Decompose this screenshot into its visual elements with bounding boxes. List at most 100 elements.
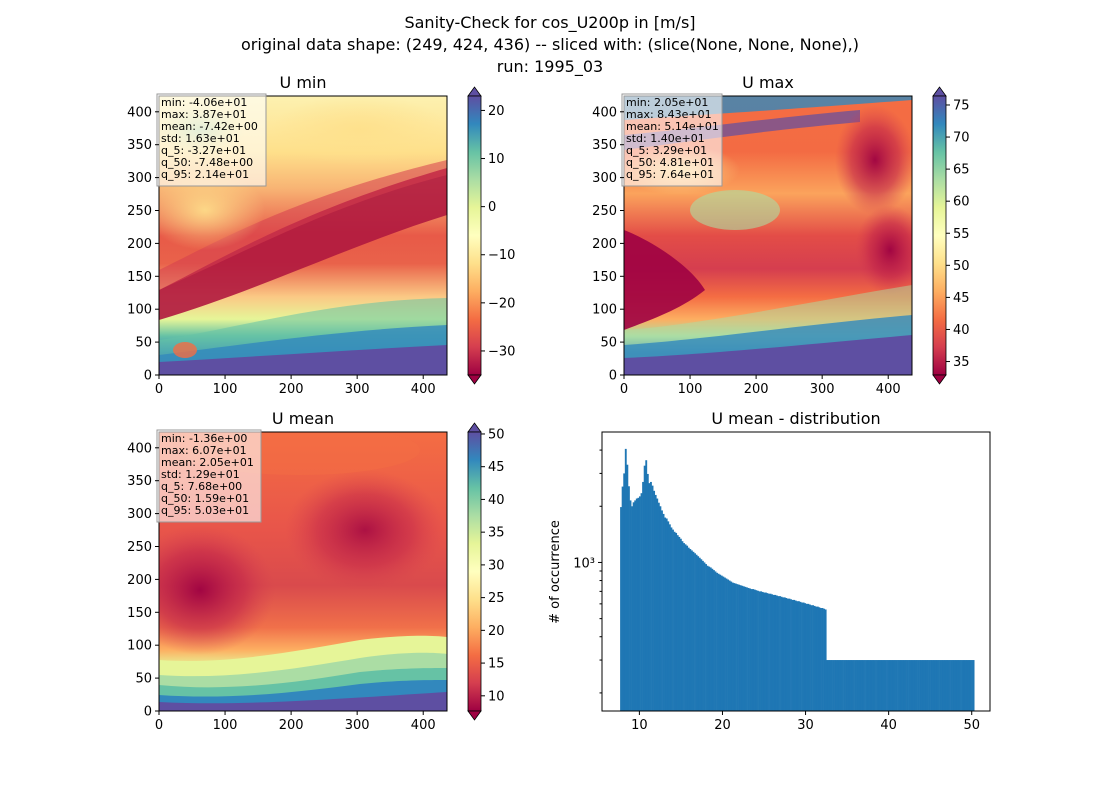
histogram-bar (812, 605, 814, 711)
histogram-bar (849, 660, 852, 711)
histogram-bar (890, 660, 893, 711)
histogram-bar (738, 584, 741, 711)
histogram-bar (779, 596, 781, 711)
histogram-bar (879, 660, 882, 711)
y-tick-label: 300 (127, 171, 152, 186)
histogram-bar (774, 594, 777, 711)
histogram-bar (654, 494, 657, 711)
histogram-bar (626, 464, 629, 711)
histogram-bar (664, 517, 667, 711)
histogram-bar (757, 590, 759, 711)
histogram-bar (750, 589, 753, 711)
axes-frame (623, 95, 913, 376)
histogram-bar (681, 541, 684, 711)
y-tick-label: 250 (127, 204, 152, 219)
axis-ticks: 0 100 200 300 400 0 50 100 150 200 250 300 350 400 (127, 105, 435, 397)
figure-title-line: run: 1995_03 (497, 57, 603, 77)
y-tick-label: 250 (592, 204, 617, 219)
colorbar-extend-bottom (467, 374, 482, 385)
y-tick-label: 300 (127, 507, 152, 522)
histogram-bar (670, 527, 673, 711)
colorbar-tick-label: 65 (953, 163, 970, 178)
y-tick-label: 0 (609, 369, 617, 384)
histogram-bar (791, 599, 794, 711)
histogram-bar (686, 545, 689, 711)
histogram-bar (760, 591, 763, 711)
histogram-bar (676, 535, 679, 711)
colorbar-tick-label: 40 (488, 493, 505, 508)
histogram-bar (730, 581, 733, 711)
y-tick-label: 100 (127, 303, 152, 318)
histogram-bar (963, 660, 966, 711)
histogram-bar (753, 589, 756, 711)
histogram-bar (650, 481, 652, 711)
histogram-bar (887, 660, 890, 711)
histogram-bar (851, 660, 854, 711)
histogram-bar (821, 608, 824, 711)
histogram-bar (741, 585, 744, 711)
histogram-bar (692, 551, 695, 711)
y-tick-label: 300 (592, 171, 617, 186)
x-tick-label: 50 (963, 718, 980, 733)
x-tick-label: 20 (714, 718, 731, 733)
stat-line: min: 2.05e+01 (626, 96, 708, 109)
histogram-bar (848, 660, 851, 711)
colorbar-tick-label: 60 (953, 195, 970, 210)
histogram-bar (621, 486, 624, 711)
histogram-bar (656, 498, 659, 711)
x-tick-label: 100 (213, 382, 238, 397)
histogram-bar (846, 660, 849, 711)
stat-line: q_50: 4.81e+01 (626, 156, 714, 169)
stat-line: q_5: -3.27e+01 (161, 144, 246, 157)
histogram-bar (936, 660, 939, 711)
histogram-bar (653, 490, 656, 711)
histogram-bar (966, 660, 969, 711)
histogram-bar (709, 567, 712, 711)
histogram-bar (631, 506, 634, 711)
histogram-bar (768, 593, 770, 711)
histogram-bar (637, 497, 640, 711)
histogram-bar (862, 660, 865, 711)
histogram-bar (634, 500, 637, 711)
histogram-bar (810, 605, 813, 711)
stat-line: mean: -7.42e+00 (161, 120, 258, 133)
colorbar-tick-label: −10 (488, 248, 515, 263)
x-tick-label: 200 (279, 382, 304, 397)
histogram-bar (961, 660, 964, 711)
histogram-bar (884, 660, 887, 711)
axis-ticks: 10 20 30 40 50 10³ (573, 449, 980, 733)
histogram-bar (761, 591, 764, 711)
stat-line: mean: 5.14e+01 (626, 120, 719, 133)
colorbar-tick-label: −30 (488, 344, 515, 359)
stat-line: min: -4.06e+01 (161, 96, 247, 109)
histogram-bar (690, 550, 693, 711)
stats-box: min: -4.06e+01 max: 3.87e+01 mean: -7.42… (156, 93, 267, 187)
histogram-bar (643, 465, 646, 711)
histogram-bar (661, 510, 663, 711)
histogram-bar (788, 598, 791, 711)
stat-line: min: -1.36e+00 (161, 432, 247, 445)
histogram-bar (714, 571, 717, 711)
y-tick-label: 150 (592, 270, 617, 285)
histogram-bar (678, 536, 681, 711)
histogram-bar (780, 596, 783, 711)
histogram-bar (657, 502, 660, 711)
stat-line: q_95: 5.03e+01 (161, 504, 249, 517)
histogram-bar (799, 601, 802, 711)
x-tick-label: 0 (155, 718, 163, 733)
panel-u-min: U min min: -4.06e+01 max: 3.87e+01 mean:… (127, 73, 515, 397)
histogram-bar (972, 660, 975, 711)
histogram-bar (881, 660, 884, 711)
histogram-bar (697, 556, 700, 711)
histogram-bar (938, 660, 940, 711)
histogram-bar (805, 603, 808, 711)
histogram-bar (856, 660, 859, 711)
histogram-bar (734, 583, 737, 711)
histogram-bar (864, 660, 866, 711)
histogram-bar (747, 587, 750, 711)
histogram-bar (642, 481, 645, 711)
histogram-bar (947, 660, 950, 711)
histogram-bar (906, 660, 909, 711)
histogram-bar (733, 583, 736, 711)
histogram-bar (802, 602, 805, 711)
